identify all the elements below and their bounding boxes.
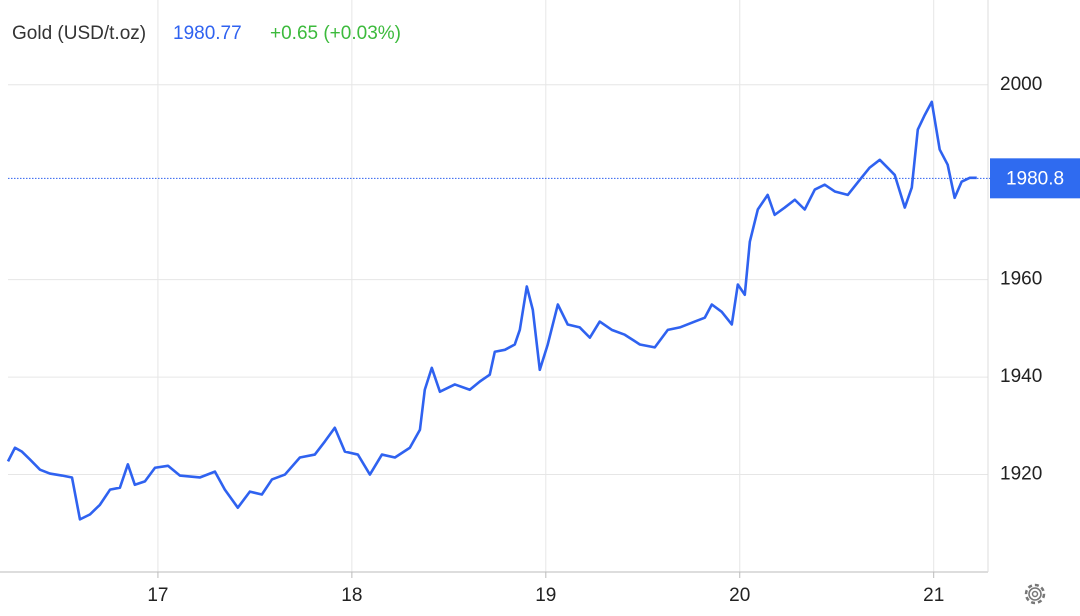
price-marker-box <box>990 158 1080 199</box>
last-value: 1980.77 <box>173 23 242 44</box>
x-tick-label: 20 <box>729 585 750 606</box>
y-tick-label: 1960 <box>1000 269 1042 290</box>
y-tick-label: 1940 <box>1000 366 1042 387</box>
gear-hole <box>1031 590 1039 598</box>
settings-icon[interactable] <box>1024 583 1046 605</box>
gear-body <box>1028 587 1042 601</box>
x-tick-label: 17 <box>147 585 168 606</box>
price-marker-label: 1980.8 <box>1006 168 1064 189</box>
chart-title: Gold (USD/t.oz) <box>12 23 146 44</box>
gear-teeth <box>1024 583 1046 605</box>
x-tick-label: 19 <box>535 585 556 606</box>
change: +0.65 (+0.03%) <box>270 23 401 44</box>
y-tick-label: 2000 <box>1000 74 1042 95</box>
x-tick-label: 21 <box>923 585 944 606</box>
x-tick-label: 18 <box>341 585 362 606</box>
y-tick-label: 1920 <box>1000 464 1042 485</box>
price-line <box>6 100 977 521</box>
